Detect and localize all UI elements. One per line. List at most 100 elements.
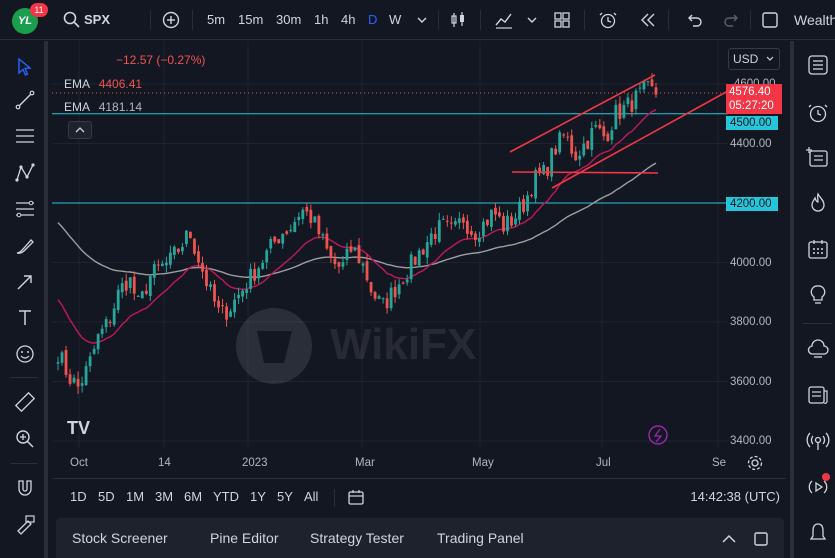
redo-icon[interactable]: [722, 10, 742, 30]
range-5y[interactable]: 5Y: [277, 489, 293, 504]
candle-body: [172, 246, 176, 255]
brush-icon[interactable]: [14, 235, 36, 257]
account-label[interactable]: Wealth: [794, 12, 835, 28]
maximize-panel-icon[interactable]: [752, 530, 770, 548]
candles-icon[interactable]: [448, 10, 468, 30]
price-tick: 3600.00: [730, 376, 772, 388]
watchlist-icon[interactable]: [806, 53, 830, 77]
candle-body: [626, 97, 630, 105]
compare-add-icon[interactable]: [161, 10, 181, 30]
undo-icon[interactable]: [684, 10, 704, 30]
lightning-icon[interactable]: [648, 425, 668, 445]
chevron-up-icon[interactable]: [720, 530, 738, 548]
tab-trading-panel[interactable]: Trading Panel: [437, 530, 524, 546]
ema-legend-2[interactable]: EMA 4181.14: [64, 100, 165, 114]
fullscreen-icon[interactable]: [760, 10, 780, 30]
chat-cloud-icon[interactable]: [806, 337, 830, 361]
lock-drawings-icon[interactable]: [14, 513, 36, 535]
collapse-legend-button[interactable]: [68, 121, 92, 139]
range-3m[interactable]: 3M: [155, 489, 174, 504]
ruler-icon[interactable]: [14, 391, 36, 413]
ema-value: 4181.14: [98, 100, 143, 114]
settings-gear-icon[interactable]: [746, 454, 764, 472]
streams-broadcast-icon[interactable]: [806, 429, 830, 453]
interval-30m[interactable]: 30m: [276, 12, 302, 27]
symbol-search[interactable]: SPX: [84, 12, 111, 27]
replay-icon[interactable]: [638, 10, 658, 30]
bottom-panel-tabs: Stock Screener Pine Editor Strategy Test…: [56, 518, 784, 558]
candle-body: [156, 264, 160, 266]
interval-d[interactable]: D: [368, 12, 378, 27]
range-ytd[interactable]: YTD: [213, 489, 239, 504]
current-price: 4576.40: [729, 86, 771, 98]
magnet-icon[interactable]: [14, 477, 36, 499]
ideas-lightbulb-icon[interactable]: [806, 283, 830, 307]
interval-15m[interactable]: 15m: [238, 12, 264, 27]
time-axis[interactable]: Oct 14 2023 Mar May Jul Se: [52, 448, 786, 478]
signals-icon[interactable]: [806, 475, 830, 499]
layouts-icon[interactable]: [552, 10, 572, 30]
top-toolbar: YL 11 SPX 5m 15m 30m 1h 4h D W: [0, 0, 835, 40]
range-1m[interactable]: 1M: [126, 489, 145, 504]
data-window-icon[interactable]: [806, 145, 830, 169]
candle-body: [586, 140, 590, 149]
candle-body: [72, 377, 76, 383]
utc-clock[interactable]: 14:42:38 (UTC): [690, 489, 780, 504]
candle-body: [329, 246, 333, 258]
date-range-calendar-icon[interactable]: [346, 487, 366, 507]
range-1y[interactable]: 1Y: [250, 489, 266, 504]
chevron-down-icon[interactable]: [522, 10, 542, 30]
candle-body: [437, 220, 441, 242]
candle-body: [405, 279, 409, 283]
interval-1h[interactable]: 1h: [314, 12, 329, 27]
tab-stock-screener[interactable]: Stock Screener: [72, 530, 168, 546]
calendar-icon[interactable]: [806, 237, 830, 261]
emoji-icon[interactable]: [14, 343, 36, 365]
alert-clock-icon[interactable]: [598, 10, 618, 30]
candle-body: [64, 350, 68, 375]
tab-strategy-tester[interactable]: Strategy Tester: [310, 530, 404, 546]
alerts-clock-icon[interactable]: [806, 101, 830, 125]
hotlist-fire-icon[interactable]: [806, 191, 830, 215]
text-icon[interactable]: [14, 307, 36, 329]
help-icon[interactable]: [806, 521, 830, 545]
trend-line-icon[interactable]: [14, 89, 36, 111]
zoom-in-icon[interactable]: [14, 428, 36, 450]
arrow-icon[interactable]: [14, 271, 36, 293]
interval-w[interactable]: W: [389, 12, 402, 27]
candle-body: [132, 276, 136, 294]
candle-body: [333, 258, 337, 265]
chevron-down-icon[interactable]: [412, 10, 432, 30]
interval-5m[interactable]: 5m: [207, 12, 226, 27]
time-tick: 14: [158, 457, 171, 469]
candle-body: [285, 231, 289, 234]
candle-body: [229, 311, 232, 317]
news-icon[interactable]: [806, 383, 830, 407]
candle-body: [233, 299, 236, 313]
divider: [668, 10, 669, 30]
indicators-icon[interactable]: [494, 10, 514, 30]
candle-body: [257, 268, 261, 279]
tab-pine-editor[interactable]: Pine Editor: [210, 530, 279, 546]
range-6m[interactable]: 6M: [184, 489, 203, 504]
candle-body: [490, 209, 493, 227]
candle-body: [510, 216, 513, 226]
price-tick: 4400.00: [730, 138, 772, 150]
candle-body: [409, 254, 413, 280]
cursor-icon[interactable]: [14, 56, 36, 78]
candle-body: [385, 298, 389, 309]
price-chart[interactable]: WikiFX TV: [52, 41, 786, 478]
range-all[interactable]: All: [304, 489, 319, 504]
candle-body: [293, 221, 297, 233]
fib-retracement-icon[interactable]: [14, 199, 36, 221]
range-5d[interactable]: 5D: [98, 489, 115, 504]
currency-select[interactable]: USD: [728, 48, 780, 70]
pattern-icon[interactable]: [14, 162, 36, 184]
chart-pane[interactable]: WikiFX TV −12.57 (−0.27%) EMA 4406.41 EM…: [52, 41, 786, 478]
interval-4h[interactable]: 4h: [341, 12, 356, 27]
search-icon[interactable]: [62, 10, 82, 30]
horizontal-lines-icon[interactable]: [14, 125, 36, 147]
candle-body: [148, 276, 152, 296]
ema-legend-1[interactable]: EMA 4406.41: [64, 77, 165, 91]
range-1d[interactable]: 1D: [70, 489, 87, 504]
